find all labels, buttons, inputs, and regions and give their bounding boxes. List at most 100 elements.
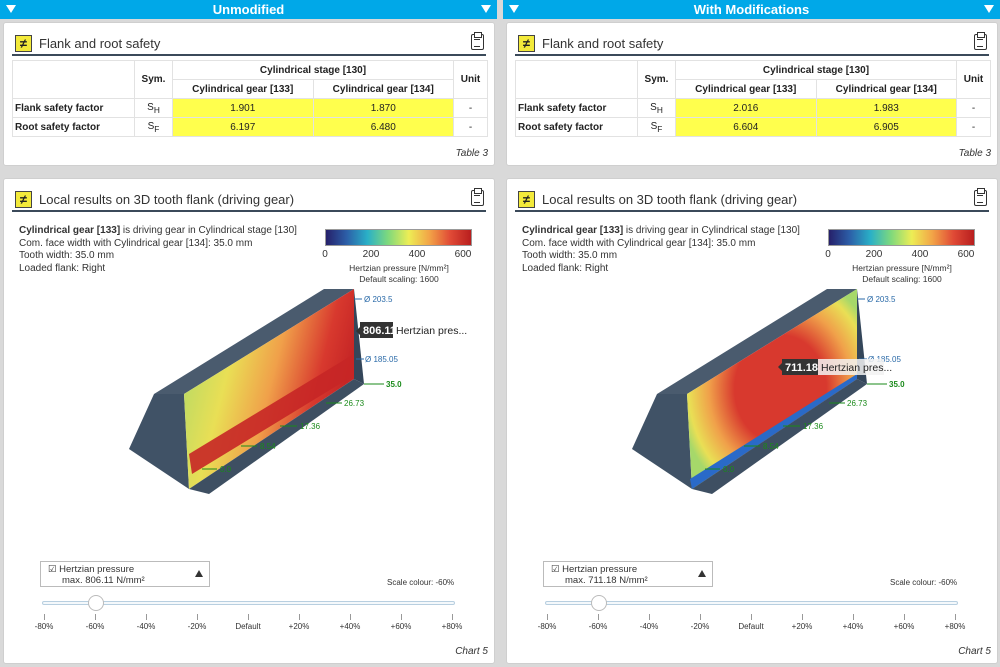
svg-text:Hertzian pres...: Hertzian pres... (396, 325, 467, 337)
scale-colour-label: Scale colour: -60% (890, 578, 958, 587)
scale-slider[interactable] (545, 595, 958, 611)
slider-tick-label: +80% (441, 622, 463, 631)
table-row: Root safety factor SF 6.197 6.480 - (12, 117, 488, 137)
slider-tick (452, 614, 453, 620)
not-equal-icon: ≠ (15, 35, 32, 52)
flank-root-safety-panel: ≠ Flank and root safety Sym. Cylindrical… (3, 22, 495, 166)
slider-tick-label: -40% (639, 622, 659, 631)
table-caption: Table 3 (958, 148, 991, 159)
slider-tick (751, 614, 752, 620)
collapse-triangle-icon[interactable] (509, 5, 519, 13)
value-cell: 1.901 (172, 98, 314, 118)
slider-tick-label: +40% (842, 622, 864, 631)
safety-table: Sym. Cylindrical stage [130] Unit Cylind… (515, 60, 991, 137)
slider-tick (299, 614, 300, 620)
slider-tick (955, 614, 956, 620)
chart-caption: Chart 5 (958, 646, 991, 657)
slider-tick (904, 614, 905, 620)
slider-tick (197, 614, 198, 620)
column-with-modifications: With Modifications ≠ Flank and root safe… (503, 0, 1000, 667)
panel-header: ≠ Flank and root safety (12, 23, 486, 56)
dropdown-arrow-icon (195, 570, 203, 577)
value-cell: 1.870 (312, 98, 454, 118)
clipboard-icon[interactable] (974, 32, 987, 50)
svg-text:17.36: 17.36 (803, 422, 824, 431)
panel-title: Local results on 3D tooth flank (driving… (542, 192, 798, 207)
tooth-3d-view[interactable]: Ø 203.5 Ø 185.05 35.0 26.73 17.36 8.54 0… (4, 279, 496, 559)
slider-knob[interactable] (88, 595, 104, 611)
row-label: Flank safety factor (515, 98, 638, 118)
section-title: With Modifications (693, 2, 810, 17)
slider-tick-label: -60% (85, 622, 105, 631)
panel-title: Local results on 3D tooth flank (driving… (39, 192, 295, 207)
unit-cell: - (453, 98, 488, 118)
collapse-triangle-icon[interactable] (6, 5, 16, 13)
diameter-top-label: Ø 203.5 (364, 295, 393, 304)
svg-text:0.0: 0.0 (220, 465, 232, 474)
column-unmodified: Unmodified ≠ Flank and root safety Sym. … (0, 0, 497, 667)
slider-tick-label: +40% (339, 622, 361, 631)
row-symbol: SH (637, 98, 676, 118)
col-sym: Sym. (134, 60, 173, 99)
collapse-triangle-icon[interactable] (481, 5, 491, 13)
col-unit: Unit (453, 60, 488, 99)
value-tooltip: 806.11 Hertzian pres... (356, 322, 467, 338)
row-label: Root safety factor (12, 117, 135, 137)
svg-text:35.0: 35.0 (386, 380, 402, 389)
chart-info: Cylindrical gear [133] is driving gear i… (19, 225, 297, 274)
svg-text:Hertzian pres...: Hertzian pres... (821, 362, 892, 374)
slider-tick (649, 614, 650, 620)
unit-cell: - (956, 117, 991, 137)
section-header[interactable]: With Modifications (503, 0, 1000, 19)
result-selector[interactable]: ☑ Hertzian pressure max. 806.11 N/mm² (40, 561, 210, 587)
panel-title: Flank and root safety (542, 36, 664, 51)
svg-text:8.54: 8.54 (260, 442, 276, 451)
legend-gradient (828, 229, 975, 246)
col-unit: Unit (956, 60, 991, 99)
not-equal-icon: ≠ (518, 191, 535, 208)
unit-cell: - (956, 98, 991, 118)
panel-title: Flank and root safety (39, 36, 161, 51)
clipboard-icon[interactable] (974, 188, 987, 206)
slider-tick-label: +20% (791, 622, 813, 631)
value-cell: 1.983 (815, 98, 957, 118)
svg-text:8.54: 8.54 (763, 442, 779, 451)
legend-gradient (325, 229, 472, 246)
value-cell: 6.604 (675, 117, 817, 137)
not-equal-icon: ≠ (15, 191, 32, 208)
row-symbol: SF (637, 117, 676, 137)
svg-text:0.0: 0.0 (723, 465, 735, 474)
not-equal-icon: ≠ (518, 35, 535, 52)
panel-header: ≠ Local results on 3D tooth flank (drivi… (515, 179, 989, 212)
slider-tick-label: +60% (390, 622, 412, 631)
collapse-triangle-icon[interactable] (984, 5, 994, 13)
tooth-flank-chart-panel: ≠ Local results on 3D tooth flank (drivi… (3, 178, 495, 664)
clipboard-icon[interactable] (471, 188, 484, 206)
scale-slider[interactable] (42, 595, 455, 611)
slider-knob[interactable] (591, 595, 607, 611)
slider-tick (146, 614, 147, 620)
slider-tick (95, 614, 96, 620)
dropdown-arrow-icon (698, 570, 706, 577)
tooth-3d-view[interactable]: Ø 203.5 Ø 185.05 35.0 26.73 17.36 8.54 0… (507, 279, 999, 559)
col-gear1: Cylindrical gear [133] (172, 79, 314, 99)
value-tooltip: 711.18 Hertzian pres... (778, 359, 892, 375)
table-row: Flank safety factor SH 1.901 1.870 - (12, 98, 488, 118)
slider-tick-label: -20% (187, 622, 207, 631)
col-gear2: Cylindrical gear [134] (312, 79, 454, 99)
table-row: Flank safety factor SH 2.016 1.983 - (515, 98, 991, 118)
slider-tick-label: -80% (34, 622, 54, 631)
slider-tick-label: -40% (136, 622, 156, 631)
col-sym: Sym. (637, 60, 676, 99)
scale-colour-label: Scale colour: -60% (387, 578, 455, 587)
svg-text:17.36: 17.36 (300, 422, 321, 431)
slider-tick (700, 614, 701, 620)
result-selector[interactable]: ☑ Hertzian pressure max. 711.18 N/mm² (543, 561, 713, 587)
section-header[interactable]: Unmodified (0, 0, 497, 19)
diameter-bottom-label: Ø 185.05 (365, 355, 398, 364)
slider-tick-label: +80% (944, 622, 966, 631)
col-stage: Cylindrical stage [130] (172, 60, 454, 80)
clipboard-icon[interactable] (471, 32, 484, 50)
svg-text:806.11: 806.11 (363, 325, 396, 337)
row-label: Root safety factor (515, 117, 638, 137)
